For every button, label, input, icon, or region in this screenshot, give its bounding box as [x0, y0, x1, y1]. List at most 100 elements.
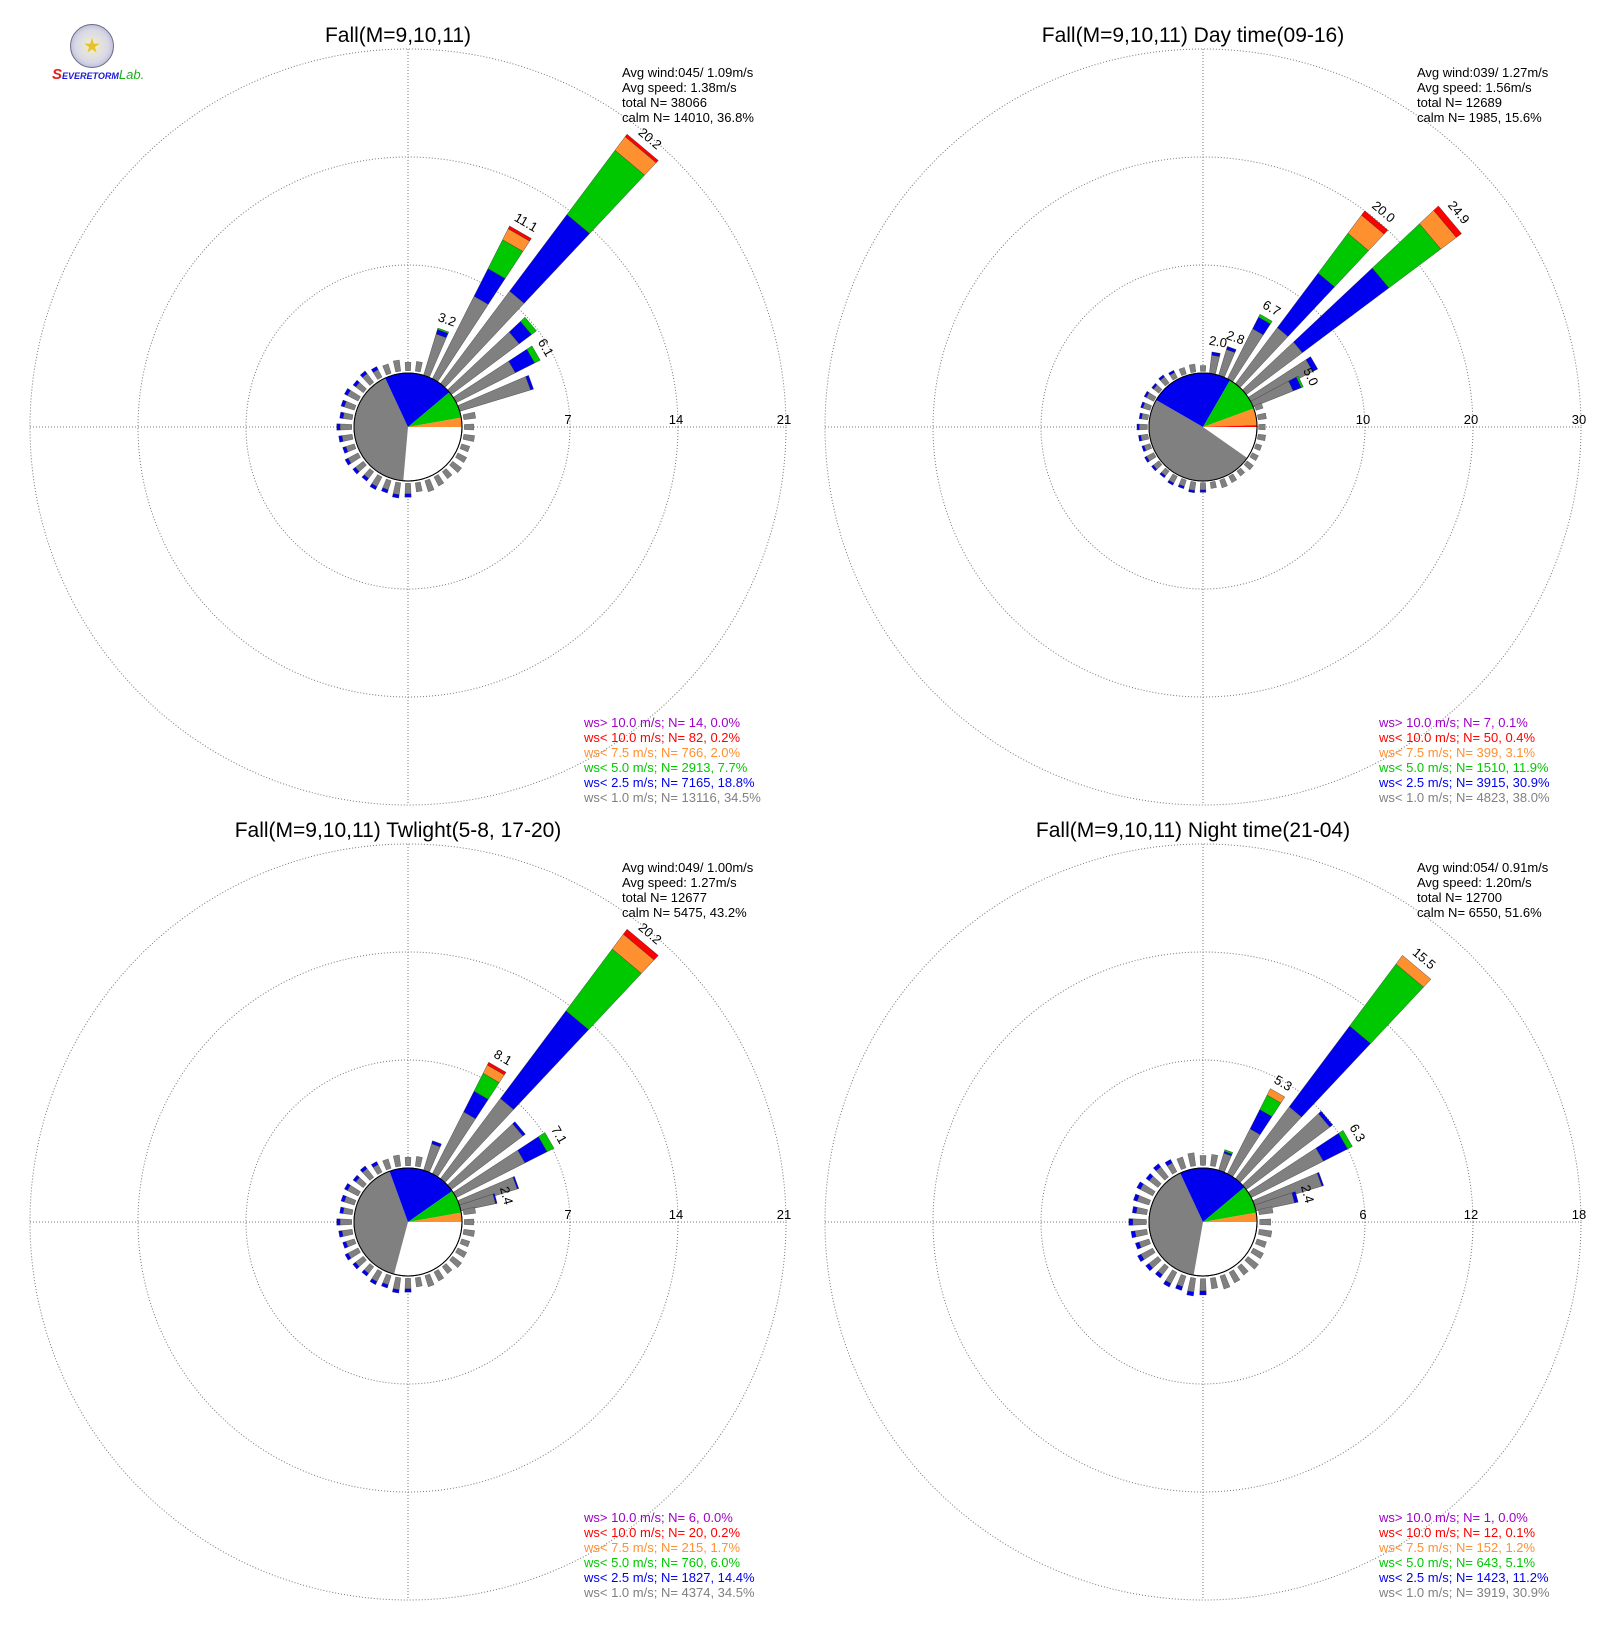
- minor-petal-tip: [352, 379, 360, 388]
- stats-line: total N= 12700: [1417, 890, 1502, 905]
- minor-petal: [1254, 402, 1264, 411]
- chart-title: Fall(M=9,10,11) Day time(09-16): [1042, 24, 1344, 47]
- legend-entry-lt10_0: ws< 10.0 m/s; N= 12, 0.1%: [1378, 1525, 1536, 1540]
- minor-petal: [1140, 433, 1149, 441]
- minor-petal-tip: [339, 411, 345, 419]
- minor-petal: [1219, 1274, 1231, 1290]
- legend-entry-lt5_0: ws< 5.0 m/s; N= 760, 6.0%: [583, 1555, 741, 1570]
- range-ring: [932, 951, 1474, 1493]
- minor-petal: [1199, 482, 1207, 491]
- calm-circle-outline: [353, 372, 463, 482]
- minor-petal: [1210, 1277, 1218, 1290]
- calm-pie-slice-lt7_5: [408, 1212, 462, 1222]
- ring-label: 14: [669, 1207, 683, 1222]
- petal-segment-lt10_0: [1361, 210, 1389, 235]
- minor-petal-tip: [344, 1252, 352, 1261]
- minor-petal: [1176, 1156, 1187, 1170]
- range-ring: [1040, 264, 1366, 590]
- legend-entry-lt1_0: ws< 1.0 m/s; N= 4374, 34.5%: [583, 1585, 755, 1600]
- chart-title: Fall(M=9,10,11) Night time(21-04): [1036, 819, 1350, 842]
- ring-label: 14: [669, 412, 683, 427]
- petal-total-label: 6.3: [1347, 1121, 1369, 1144]
- minor-petal-tip: [1151, 383, 1158, 390]
- petal-total-label: 6.7: [1260, 297, 1283, 319]
- petal-segment-lt10_0: [623, 928, 659, 961]
- calm-pie-slice-lt7_5: [1203, 1212, 1257, 1222]
- minor-petal: [1249, 452, 1259, 461]
- minor-petal: [341, 1229, 354, 1237]
- minor-petal-tip: [1133, 1193, 1140, 1202]
- minor-petal: [404, 483, 412, 494]
- minor-petal-tip: [340, 399, 347, 408]
- minor-petal: [1228, 473, 1238, 483]
- minor-petal-tip: [1188, 489, 1195, 494]
- stats-line: Avg wind:049/ 1.00m/s: [622, 860, 754, 875]
- range-ring: [137, 156, 679, 698]
- minor-petal: [1199, 1155, 1207, 1166]
- minor-petal-tip: [1145, 1263, 1153, 1272]
- minor-petal-tip: [371, 366, 379, 373]
- minor-petal-tip: [1153, 1163, 1162, 1172]
- minor-petal: [393, 359, 401, 373]
- minor-petal-tip: [381, 487, 389, 494]
- petal-segment-lt5_0: [526, 345, 541, 364]
- minor-petal: [1178, 367, 1187, 376]
- petal-segment-lt5_0: [1296, 375, 1304, 388]
- minor-petal-tip: [338, 435, 344, 443]
- minor-petal-tip: [1158, 374, 1165, 381]
- minor-petal: [339, 1218, 352, 1226]
- legend-entry-lt2_5: ws< 2.5 m/s; N= 1423, 11.2%: [1378, 1570, 1549, 1585]
- minor-petal: [1257, 412, 1267, 421]
- minor-petal-tip: [1175, 1284, 1183, 1291]
- minor-petal: [1258, 424, 1266, 430]
- calm-pie-slice-lt10_0: [1203, 425, 1257, 427]
- minor-petal: [455, 452, 467, 463]
- minor-petal: [1255, 1238, 1267, 1248]
- petal-segment-lt5_0: [1224, 1149, 1234, 1155]
- minor-petal: [343, 401, 357, 411]
- minor-petal-tip: [1128, 1218, 1133, 1226]
- stats-line: Avg wind:039/ 1.27m/s: [1417, 65, 1549, 80]
- petal-segment-lt2_5: [500, 1010, 589, 1110]
- range-ring: [245, 264, 571, 590]
- petal-segment-lt10_0: [487, 1061, 507, 1076]
- lab-logo-text: SEVERETORMLab.: [52, 66, 145, 83]
- petal-total-label: 5.3: [1272, 1072, 1295, 1094]
- minor-petal-tip: [1155, 1270, 1163, 1279]
- minor-petal: [1134, 1229, 1148, 1238]
- minor-petal: [415, 361, 423, 373]
- legend-entry-lt10_0: ws< 10.0 m/s; N= 82, 0.2%: [583, 730, 741, 745]
- minor-petal: [415, 1156, 423, 1168]
- minor-petal-tip: [392, 1288, 400, 1294]
- calm-pie-slice-lt7_5: [1203, 408, 1257, 427]
- minor-petal-tip: [361, 474, 369, 482]
- minor-petal: [1258, 1229, 1273, 1238]
- stats-line: calm N= 5475, 43.2%: [622, 905, 747, 920]
- minor-petal-tip: [1138, 412, 1143, 420]
- legend-entry-lt2_5: ws< 2.5 m/s; N= 7165, 18.8%: [583, 775, 755, 790]
- minor-petal: [343, 1196, 357, 1206]
- ring-label: 10: [1356, 412, 1370, 427]
- minor-petal: [392, 1276, 401, 1290]
- legend-entry-lt1_0: ws< 1.0 m/s; N= 4823, 38.0%: [1378, 790, 1550, 805]
- petal-segment-lt10_0: [624, 133, 659, 163]
- chart-title: Fall(M=9,10,11): [325, 24, 471, 47]
- minor-petal: [433, 1269, 445, 1282]
- legend-entry-lt7_5: ws< 7.5 m/s; N= 766, 2.0%: [583, 745, 741, 760]
- minor-petal: [1200, 365, 1206, 372]
- calm-pie-slice-lt2_5: [1180, 1167, 1245, 1222]
- minor-petal: [1244, 1256, 1259, 1270]
- calm-pie-slice-lt1_0: [1149, 1173, 1203, 1276]
- minor-petal-tip: [340, 1194, 347, 1203]
- ring-label: 7: [564, 412, 571, 427]
- minor-petal: [342, 1207, 354, 1215]
- minor-petal-tip: [359, 1165, 368, 1173]
- minor-petal: [1132, 1218, 1147, 1226]
- minor-petal: [1188, 363, 1197, 373]
- minor-petal: [1188, 481, 1197, 491]
- minor-petal-tip: [1138, 434, 1142, 442]
- stats-line: Avg speed: 1.38m/s: [622, 80, 737, 95]
- minor-petal-tip: [371, 1161, 379, 1168]
- legend-entry-lt2_5: ws< 2.5 m/s; N= 3915, 30.9%: [1378, 775, 1550, 790]
